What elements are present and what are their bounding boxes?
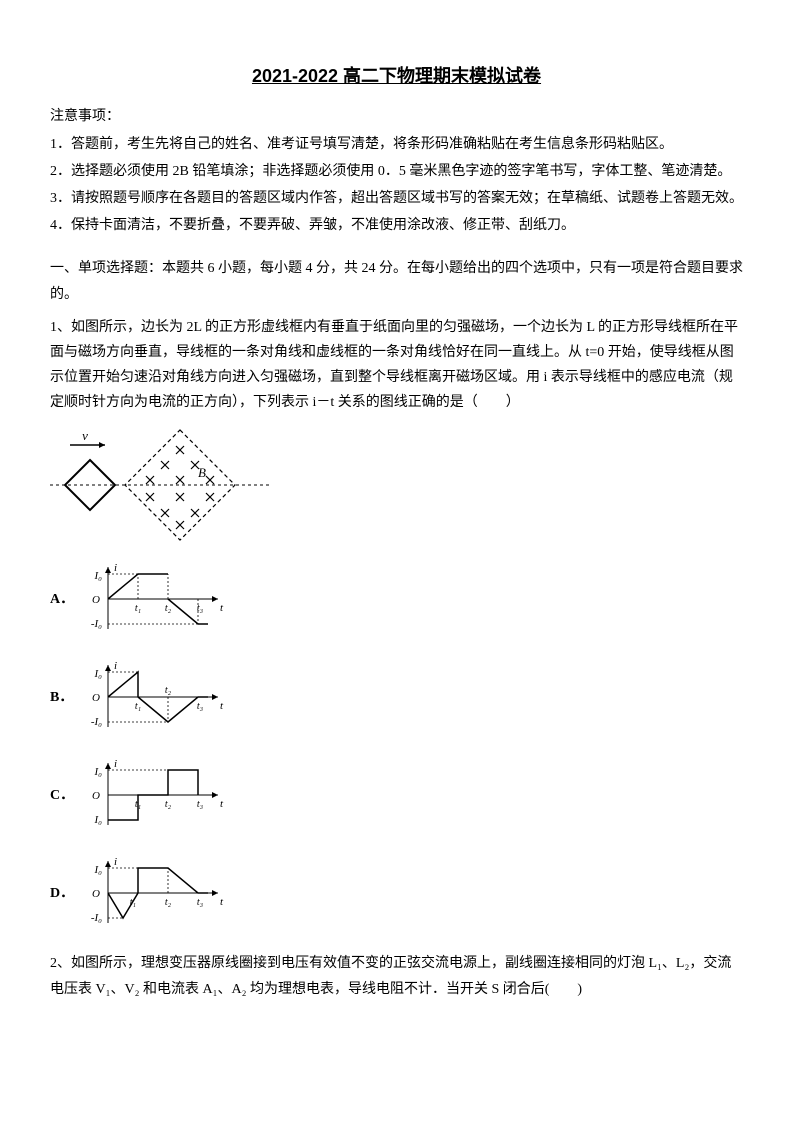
svg-text:I₀: I₀ (94, 668, 103, 680)
svg-text:O: O (92, 692, 100, 704)
exam-title: 2021-2022 高二下物理期末模拟试卷 (50, 60, 743, 92)
svg-text:-I₀: -I₀ (91, 618, 102, 630)
option-label: D． (50, 881, 78, 906)
svg-text:O: O (92, 790, 100, 802)
option-label: C． (50, 783, 78, 808)
svg-text:i: i (114, 660, 117, 672)
notice-line: 2．选择题必须使用 2B 铅笔填涂；非选择题必须使用 0．5 毫米黑色字迹的签字… (50, 159, 743, 184)
q1-text: 1、如图所示，边长为 2L 的正方形虚线框内有垂直于纸面向里的匀强磁场，一个边长… (50, 315, 743, 416)
svg-text:t₃: t₃ (197, 603, 204, 614)
svg-text:t₁: t₁ (135, 799, 141, 810)
graph-a: O I₀ -I₀ i t t₁ t₂ t₃ (78, 559, 228, 639)
svg-text:t₂: t₂ (165, 603, 172, 614)
q1-option-a: A． O I₀ -I₀ i t t₁ t₂ t₃ (50, 559, 743, 639)
svg-text:I₀: I₀ (94, 766, 103, 778)
graph-b: O I₀ -I₀ i t t₁ t₂ t₃ (78, 657, 228, 737)
svg-text:t₁: t₁ (135, 701, 141, 712)
svg-text:-I₀: -I₀ (91, 912, 102, 924)
svg-text:O: O (92, 888, 100, 900)
notice-line: 4．保持卡面清洁，不要折叠，不要弄破、弄皱，不准使用涂改液、修正带、刮纸刀。 (50, 213, 743, 238)
q1-figure: v B (50, 425, 743, 545)
svg-text:t₂: t₂ (165, 799, 172, 810)
svg-text:t₃: t₃ (197, 897, 204, 908)
b-label: B (198, 465, 206, 480)
q1-option-d: D． O I₀ -I₀ i t t₁ t₂ t₃ (50, 853, 743, 933)
notice-heading: 注意事项： (50, 104, 743, 129)
svg-text:I₀: I₀ (94, 814, 103, 826)
svg-text:t₂: t₂ (165, 897, 172, 908)
svg-text:i: i (114, 758, 117, 770)
svg-text:I₀: I₀ (94, 570, 103, 582)
svg-text:i: i (114, 562, 117, 574)
svg-text:t: t (220, 798, 224, 810)
svg-text:I₀: I₀ (94, 864, 103, 876)
svg-text:O: O (92, 594, 100, 606)
graph-d: O I₀ -I₀ i t t₁ t₂ t₃ (78, 853, 228, 933)
svg-text:t₃: t₃ (197, 799, 204, 810)
v-label: v (82, 428, 88, 443)
svg-text:i: i (114, 856, 117, 868)
q1-option-b: B． O I₀ -I₀ i t t₁ t₂ t₃ (50, 657, 743, 737)
svg-text:t₁: t₁ (130, 897, 136, 908)
svg-text:-I₀: -I₀ (91, 716, 102, 728)
svg-text:t: t (220, 602, 224, 614)
notice-line: 1．答题前，考生先将自己的姓名、准考证号填写清楚，将条形码准确粘贴在考生信息条形… (50, 132, 743, 157)
q1-option-c: C． O I₀ I₀ i t t₁ t₂ t₃ (50, 755, 743, 835)
graph-c: O I₀ I₀ i t t₁ t₂ t₃ (78, 755, 228, 835)
svg-text:t₂: t₂ (165, 685, 172, 696)
notice-line: 3．请按照题号顺序在各题目的答题区域内作答，超出答题区域书写的答案无效；在草稿纸… (50, 186, 743, 211)
option-label: B． (50, 685, 78, 710)
instructions-block: 注意事项： 1．答题前，考生先将自己的姓名、准考证号填写清楚，将条形码准确粘贴在… (50, 104, 743, 238)
svg-text:t₁: t₁ (135, 603, 141, 614)
section-a-heading: 一、单项选择题：本题共 6 小题，每小题 4 分，共 24 分。在每小题给出的四… (50, 256, 743, 306)
q2-text: 2、如图所示，理想变压器原线圈接到电压有效值不变的正弦交流电源上，副线圈连接相同… (50, 951, 743, 1001)
svg-text:t: t (220, 896, 224, 908)
svg-text:t: t (220, 700, 224, 712)
option-label: A． (50, 587, 78, 612)
svg-text:t₃: t₃ (197, 701, 204, 712)
